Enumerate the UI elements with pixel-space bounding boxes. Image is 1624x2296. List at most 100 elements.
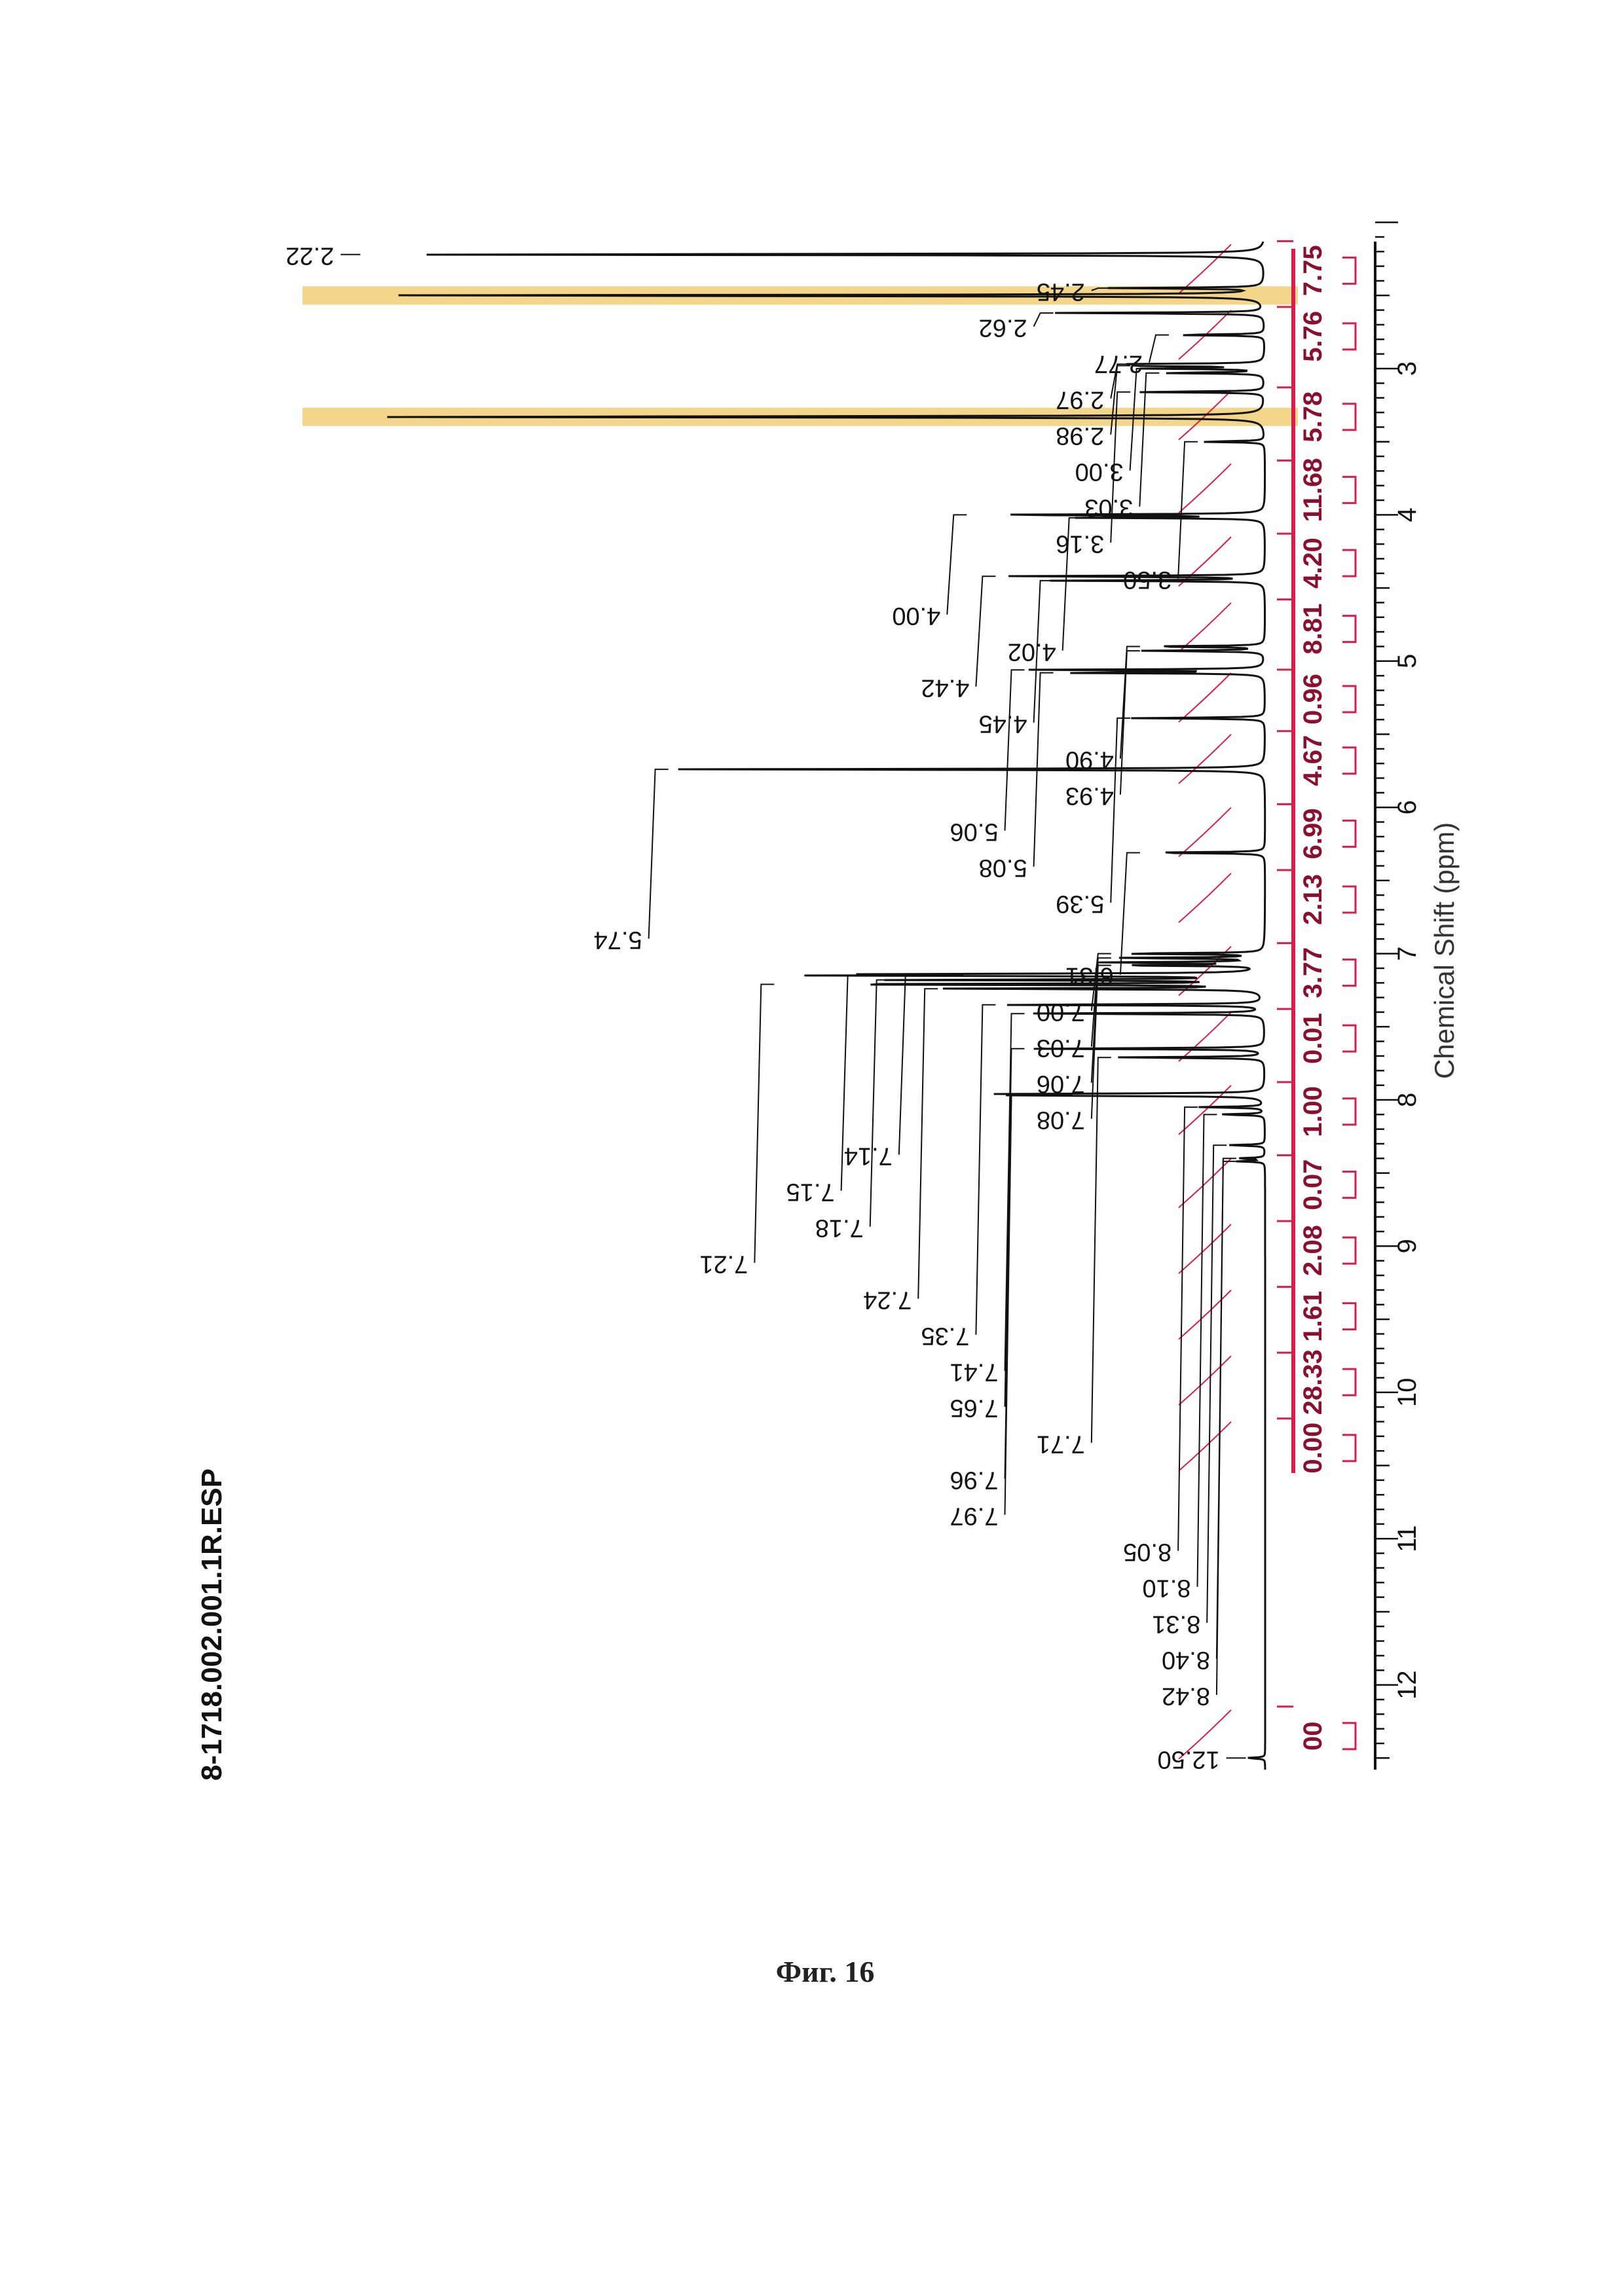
integral-bracket (1342, 820, 1356, 847)
peak-label: 2.45 (1037, 278, 1085, 306)
nmr-spectrum-chart: 000.0028.331.612.080.071.000.013.772.136… (0, 0, 1624, 2296)
peak-label: 7.03 (1037, 1034, 1085, 1062)
integral-value: 28.33 (1299, 1349, 1327, 1415)
integral-bracket (1342, 477, 1356, 503)
peak-label: 4.93 (1065, 782, 1114, 810)
integral-value: 4.20 (1299, 538, 1327, 589)
peak-leader-line (1092, 1057, 1111, 1443)
integral-bracket (1342, 404, 1356, 430)
integral-value: 5.78 (1299, 392, 1327, 443)
integral-curve (1179, 1422, 1231, 1471)
peak-label: 5.08 (979, 854, 1027, 882)
peak-label: 2.98 (1056, 422, 1104, 450)
peak-label: 2.97 (1056, 386, 1104, 414)
peak-leader-line (1034, 313, 1054, 327)
x-tick-label: 9 (1393, 1239, 1422, 1253)
integral-curve (1179, 735, 1231, 784)
peak-leader-line (976, 1005, 995, 1335)
integral-value: 3.77 (1299, 947, 1327, 998)
integral-bracket (1342, 257, 1356, 283)
chart-title: 8-1718.002.001.1R.ESP (196, 1468, 228, 1781)
integral-curve (1179, 1290, 1231, 1339)
peak-leader-line (649, 769, 669, 939)
peak-leader-line (947, 515, 967, 614)
integral-bracket (1342, 686, 1356, 712)
peak-label: 7.06 (1037, 1070, 1085, 1098)
integral-value: 0.96 (1299, 674, 1327, 725)
integral-value: 8.81 (1299, 604, 1327, 655)
peak-label: 7.21 (699, 1250, 748, 1278)
peak-leader-line (1198, 1114, 1217, 1586)
peak-leader-line (754, 985, 774, 1263)
integral-bracket (1342, 748, 1356, 774)
integral-curve (1179, 464, 1231, 513)
integral-bracket (1342, 1237, 1356, 1264)
x-tick-label: 11 (1393, 1525, 1422, 1552)
integral-bracket (1342, 550, 1356, 576)
x-tick-label: 12 (1393, 1670, 1422, 1700)
integral-value: 2.08 (1299, 1225, 1327, 1276)
peak-label: 7.35 (921, 1322, 969, 1350)
figure-caption: Фиг. 16 (747, 1954, 904, 1989)
peak-leader-line (976, 576, 995, 687)
integral-bracket (1342, 323, 1356, 350)
integral-curve (1179, 673, 1231, 722)
x-axis-label: Chemical Shift (ppm) (1429, 822, 1460, 1079)
integral-bracket (1342, 616, 1356, 642)
peak-label: 8.10 (1143, 1575, 1191, 1602)
peak-leader-line (1207, 1145, 1227, 1622)
peak-leader-line (1178, 1107, 1198, 1551)
peak-label: 5.74 (594, 926, 642, 954)
peak-label: 4.90 (1065, 746, 1114, 774)
peak-label: 7.41 (950, 1358, 999, 1386)
peak-leader-line (1005, 670, 1025, 831)
peak-leader-line (1120, 852, 1140, 974)
integral-curve (1179, 1356, 1231, 1405)
peak-label: 7.24 (863, 1286, 912, 1314)
x-tick-label: 6 (1393, 800, 1422, 814)
peak-label: 8.31 (1152, 1611, 1200, 1638)
x-tick-label: 10 (1393, 1378, 1422, 1408)
peak-label: 3.00 (1075, 458, 1124, 486)
integral-value: 5.76 (1299, 311, 1327, 362)
x-tick-label: 3 (1393, 361, 1422, 376)
peak-label: 7.65 (950, 1394, 999, 1422)
peak-label: 12.50 (1158, 1745, 1220, 1773)
peak-label: 4.00 (892, 602, 940, 630)
peak-label: 7.18 (815, 1214, 864, 1242)
integral-bracket (1342, 1099, 1356, 1125)
peak-label: 8.05 (1123, 1539, 1172, 1566)
integral-value: 7.75 (1299, 245, 1327, 296)
integral-curve (1179, 1012, 1231, 1061)
peak-label: 6.31 (1065, 962, 1114, 990)
x-tick-label: 5 (1393, 654, 1422, 668)
peak-leader-line (918, 989, 938, 1299)
integral-value: 4.67 (1299, 735, 1327, 786)
x-tick-label: 7 (1393, 946, 1422, 960)
peak-label: 2.62 (979, 314, 1027, 342)
peak-label: 3.50 (1123, 566, 1172, 594)
integral-curve (1179, 807, 1231, 856)
peak-leader-line (899, 974, 919, 1155)
integral-value: 0.00 (1299, 1423, 1327, 1474)
peak-label: 7.00 (1037, 998, 1085, 1026)
integral-bracket (1342, 1172, 1356, 1198)
integral-value: 11.68 (1299, 458, 1327, 522)
peak-label: 2.22 (286, 242, 334, 270)
peak-leader-line (1178, 442, 1198, 579)
integral-value: 6.99 (1299, 808, 1327, 859)
integral-curve (1179, 603, 1231, 652)
peak-label: 3.16 (1056, 530, 1104, 558)
integral-curve (1179, 873, 1231, 922)
peak-label: 7.96 (950, 1467, 999, 1494)
integral-bracket (1342, 1369, 1356, 1395)
peak-label: 8.40 (1162, 1647, 1210, 1674)
peak-label: 5.39 (1056, 890, 1104, 918)
peak-label: 4.45 (979, 710, 1027, 738)
integral-value: 00 (1299, 1722, 1327, 1751)
peak-label: 5.06 (950, 818, 999, 846)
integral-bracket (1342, 960, 1356, 986)
integral-bracket (1342, 1435, 1356, 1461)
peak-label: 7.08 (1037, 1106, 1085, 1134)
peak-label: 7.71 (1037, 1430, 1085, 1458)
